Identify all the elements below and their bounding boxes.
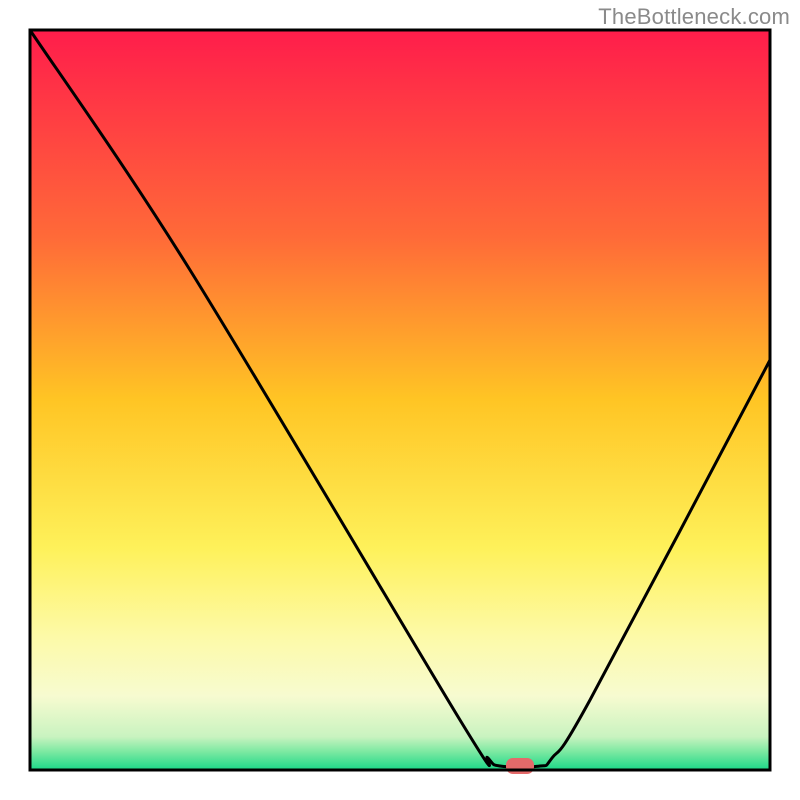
plot-background-gradient [30,30,770,770]
chart-container: TheBottleneck.com [0,0,800,800]
bottleneck-curve-chart [0,0,800,800]
attribution-text: TheBottleneck.com [598,4,790,30]
optimal-point-marker [506,758,534,774]
